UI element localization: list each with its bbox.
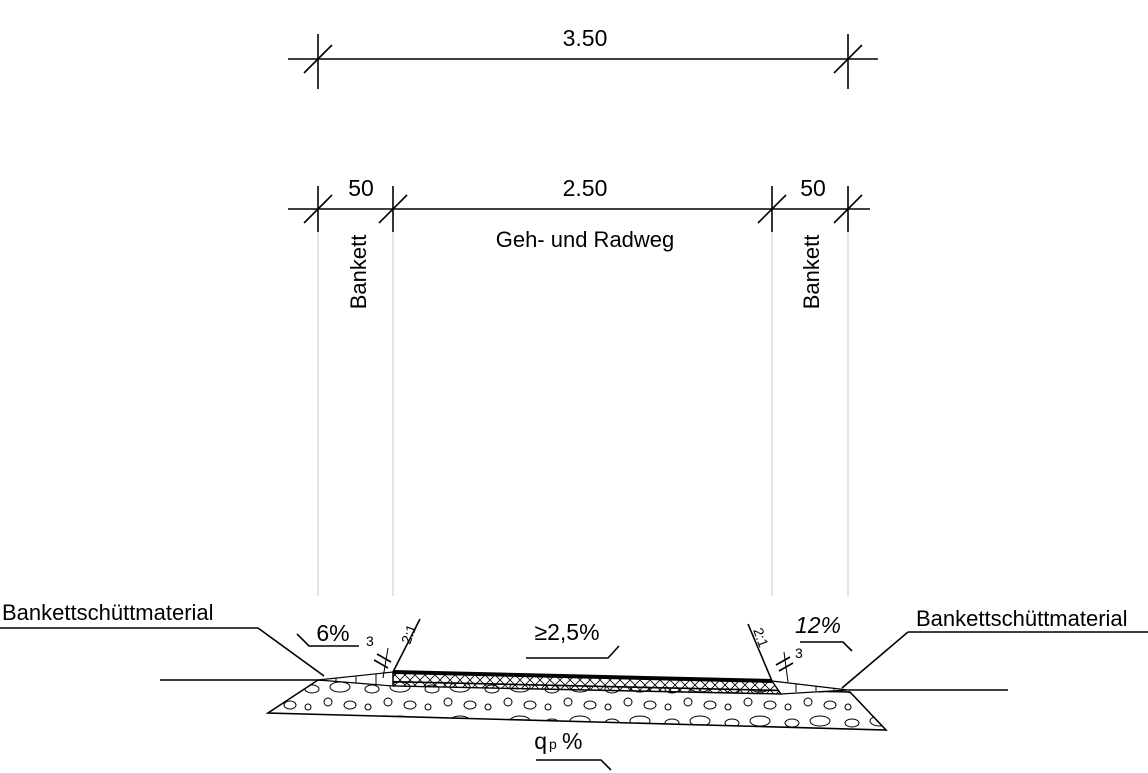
right-shoulder-name-label: Bankett bbox=[799, 235, 824, 310]
left-material-label: Bankettschüttmaterial bbox=[2, 600, 214, 625]
left-edge-ratio: 2:1 bbox=[398, 622, 420, 646]
chain-dimension: 50 2.50 50 Geh- und Radweg Bankett Banke… bbox=[288, 175, 870, 309]
path-slope-label: ≥2,5% bbox=[534, 619, 599, 645]
cross-section bbox=[160, 670, 1008, 731]
subgrade-slope-label: q p % bbox=[534, 728, 582, 754]
right-edge-value: 3 bbox=[795, 645, 803, 661]
overall-dimension: 3.50 bbox=[288, 25, 878, 89]
right-material-callout: Bankettschüttmaterial bbox=[841, 606, 1148, 689]
right-shoulder-slope-label: 12% bbox=[795, 612, 841, 638]
svg-text:%: % bbox=[562, 728, 582, 754]
left-material-callout: Bankettschüttmaterial bbox=[0, 600, 325, 677]
left-shoulder-slope-label: 6% bbox=[316, 620, 349, 646]
guide-lines bbox=[317, 232, 849, 596]
path-width-label: 2.50 bbox=[563, 175, 608, 201]
right-material-label: Bankettschüttmaterial bbox=[916, 606, 1128, 631]
svg-text:q: q bbox=[534, 728, 547, 754]
right-shoulder-width-label: 50 bbox=[800, 175, 826, 201]
right-shoulder-fill bbox=[770, 680, 849, 695]
svg-text:p: p bbox=[549, 736, 557, 752]
right-edge-ratio: 2:1 bbox=[750, 626, 772, 650]
left-shoulder-width-label: 50 bbox=[348, 175, 374, 201]
right-edge-detail: 2:1 3 bbox=[747, 623, 803, 683]
slope-annotations: 6% ≥2,5% 12% q p % bbox=[296, 612, 853, 771]
left-shoulder-name-label: Bankett bbox=[346, 235, 371, 310]
path-name-label: Geh- und Radweg bbox=[496, 227, 675, 252]
left-edge-detail: 2:1 3 bbox=[366, 618, 421, 679]
pavement-surface bbox=[392, 670, 773, 683]
overall-width-label: 3.50 bbox=[563, 25, 608, 51]
left-edge-value: 3 bbox=[366, 633, 374, 649]
